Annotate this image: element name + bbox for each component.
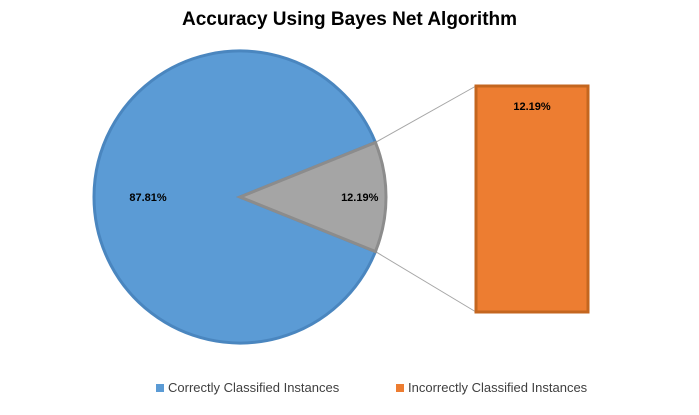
slice-incorrectly-classified bbox=[235, 140, 388, 254]
label-incorrectly-classified-slice: 12.19% bbox=[341, 192, 379, 204]
legend: Correctly Classified Instances Incorrectl… bbox=[156, 380, 588, 395]
legend-label: Incorrectly Classified Instances bbox=[408, 380, 588, 395]
pie-slices bbox=[92, 49, 388, 345]
connector-bottom bbox=[375, 251, 477, 313]
bar-incorrectly-classified bbox=[474, 84, 590, 314]
chart-title: Accuracy Using Bayes Net Algorithm bbox=[182, 9, 517, 30]
label-incorrectly-classified-bar: 12.19% bbox=[513, 101, 551, 113]
label-correctly-classified: 87.81% bbox=[129, 192, 167, 204]
slice-correctly-classified bbox=[92, 49, 378, 345]
connector-lines bbox=[375, 85, 477, 313]
legend-swatch bbox=[156, 384, 164, 392]
legend-swatch bbox=[396, 384, 404, 392]
secondary-bar bbox=[474, 84, 590, 314]
connector-top bbox=[375, 85, 477, 143]
legend-label: Correctly Classified Instances bbox=[168, 380, 340, 395]
data-labels: 87.81% 12.19% 12.19% bbox=[129, 101, 551, 204]
